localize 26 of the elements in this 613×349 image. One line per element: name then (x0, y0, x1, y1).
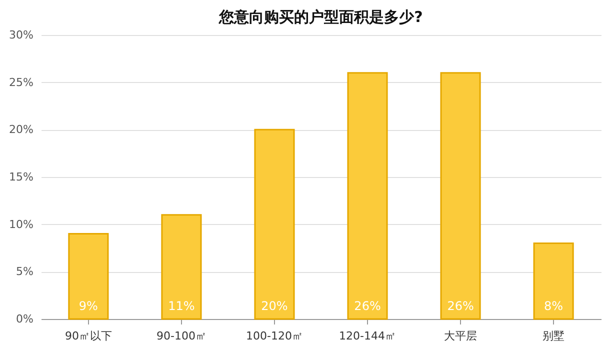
data-label: 20% (261, 299, 288, 313)
chart-title: 您意向购买的户型面积是多少? (218, 8, 423, 26)
x-tick-label: 90-100㎡ (156, 330, 206, 342)
bar (161, 214, 202, 320)
data-label: 8% (544, 299, 564, 313)
y-tick-label: 20% (9, 123, 34, 136)
x-tick-label: 90㎡以下 (64, 330, 112, 342)
y-tick-label: 5% (16, 265, 34, 278)
bar (68, 233, 109, 320)
x-tick-label: 100-120㎡ (246, 330, 303, 342)
data-label: 26% (354, 299, 381, 313)
data-label: 11% (168, 299, 195, 313)
y-tick-label: 10% (9, 218, 34, 231)
bar (347, 72, 388, 320)
y-tick-label: 25% (9, 76, 34, 89)
data-label: 26% (447, 299, 474, 313)
x-tick-label: 大平层 (444, 330, 478, 342)
bar (533, 242, 574, 320)
y-tick-label: 15% (9, 170, 34, 184)
data-label: 9% (78, 299, 98, 313)
bar (440, 72, 481, 320)
bar (254, 128, 295, 320)
y-tick-label: 0% (16, 312, 34, 326)
y-tick-label: 30% (9, 28, 34, 42)
x-tick-label: 别墅 (542, 330, 565, 342)
x-tick-label: 120-144㎡ (339, 330, 396, 342)
